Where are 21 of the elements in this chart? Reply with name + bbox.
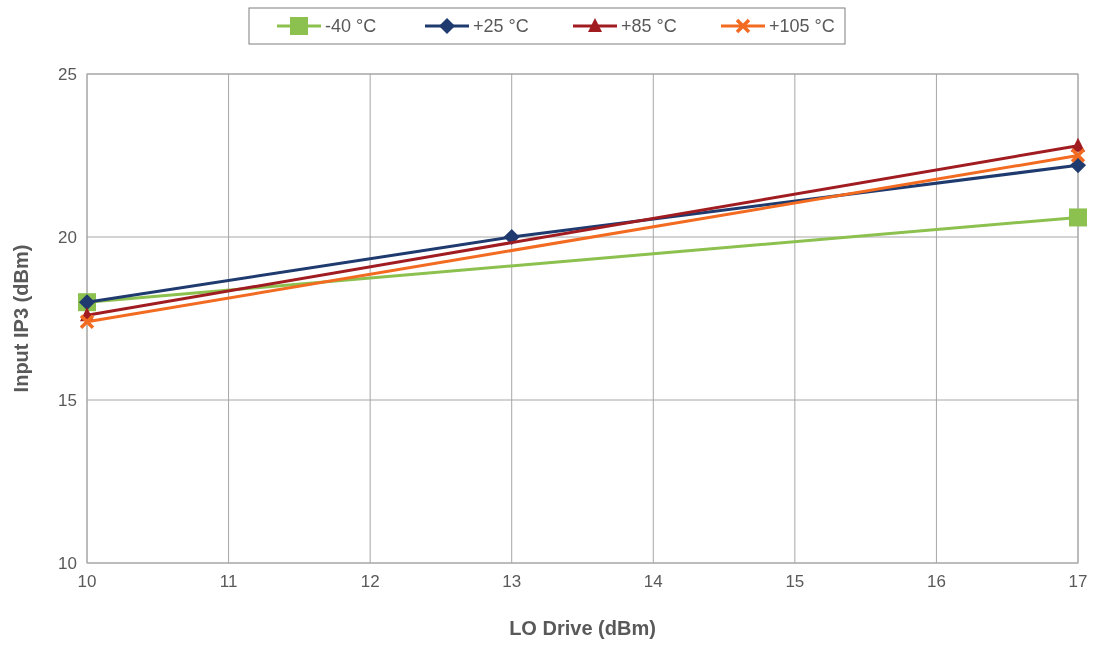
- legend-label: +25 °C: [473, 16, 529, 37]
- legend-label: +105 °C: [769, 16, 835, 37]
- x-tick-label: 14: [643, 572, 663, 591]
- legend-label: +85 °C: [621, 16, 677, 37]
- y-tick-label: 25: [58, 64, 77, 84]
- x-tick-label: 15: [785, 572, 805, 591]
- x-tick-label: 16: [926, 572, 946, 591]
- x-tick-label: 13: [502, 572, 522, 591]
- point: [1069, 208, 1087, 227]
- x-axis-title: LO Drive (dBm): [509, 617, 656, 639]
- y-tick-label: 15: [58, 390, 77, 410]
- x-tick-label: 11: [219, 572, 238, 591]
- legend-label: -40 °C: [325, 16, 377, 37]
- point: [1070, 147, 1086, 164]
- point: [1070, 157, 1086, 174]
- y-axis-title: Input IP3 (dBm): [10, 244, 32, 393]
- x-tick-label: 10: [77, 572, 97, 591]
- x-tick-label: 12: [360, 572, 380, 591]
- y-tick-label: 20: [58, 227, 77, 247]
- y-tick-label: 10: [58, 553, 77, 573]
- x-tick-label: 17: [1068, 572, 1088, 591]
